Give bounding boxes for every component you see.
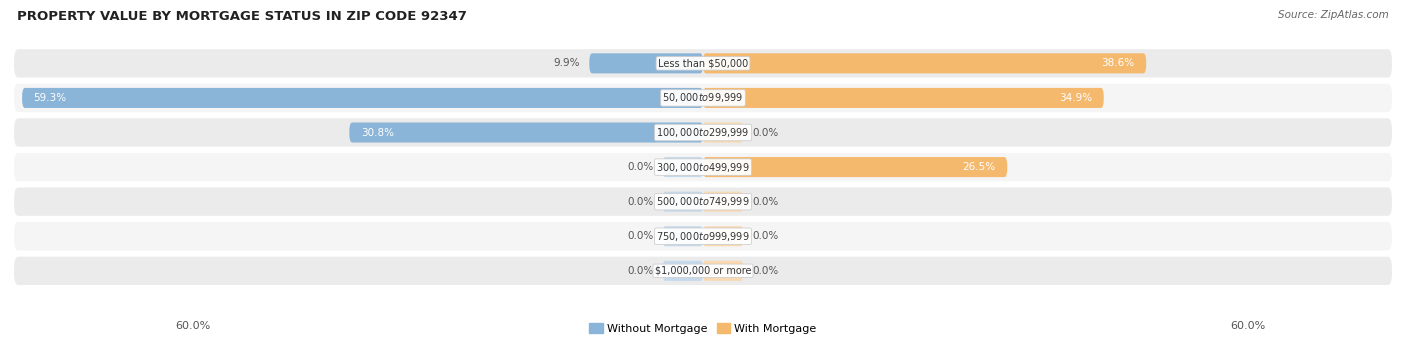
Text: 0.0%: 0.0%	[752, 266, 779, 276]
FancyBboxPatch shape	[14, 118, 1392, 147]
FancyBboxPatch shape	[662, 261, 703, 281]
Text: 0.0%: 0.0%	[627, 162, 654, 172]
FancyBboxPatch shape	[662, 192, 703, 212]
Text: 34.9%: 34.9%	[1059, 93, 1092, 103]
Text: 60.0%: 60.0%	[176, 321, 211, 331]
Legend: Without Mortgage, With Mortgage: Without Mortgage, With Mortgage	[585, 319, 821, 338]
FancyBboxPatch shape	[14, 188, 1392, 216]
Text: 60.0%: 60.0%	[1230, 321, 1265, 331]
FancyBboxPatch shape	[14, 49, 1392, 77]
FancyBboxPatch shape	[703, 53, 1146, 73]
Text: $50,000 to $99,999: $50,000 to $99,999	[662, 91, 744, 104]
FancyBboxPatch shape	[703, 122, 744, 143]
FancyBboxPatch shape	[703, 192, 744, 212]
Text: Source: ZipAtlas.com: Source: ZipAtlas.com	[1278, 10, 1389, 20]
Text: 9.9%: 9.9%	[554, 58, 581, 68]
Text: $1,000,000 or more: $1,000,000 or more	[655, 266, 751, 276]
Text: 0.0%: 0.0%	[752, 128, 779, 137]
Text: 30.8%: 30.8%	[361, 128, 394, 137]
Text: 26.5%: 26.5%	[963, 162, 995, 172]
Text: $300,000 to $499,999: $300,000 to $499,999	[657, 161, 749, 174]
FancyBboxPatch shape	[703, 157, 1007, 177]
FancyBboxPatch shape	[703, 226, 744, 246]
Text: Less than $50,000: Less than $50,000	[658, 58, 748, 68]
FancyBboxPatch shape	[14, 153, 1392, 181]
FancyBboxPatch shape	[662, 157, 703, 177]
FancyBboxPatch shape	[14, 257, 1392, 285]
FancyBboxPatch shape	[14, 222, 1392, 250]
Text: 59.3%: 59.3%	[34, 93, 66, 103]
FancyBboxPatch shape	[703, 261, 744, 281]
Text: $100,000 to $299,999: $100,000 to $299,999	[657, 126, 749, 139]
FancyBboxPatch shape	[349, 122, 703, 143]
Text: 0.0%: 0.0%	[752, 197, 779, 207]
Text: $500,000 to $749,999: $500,000 to $749,999	[657, 195, 749, 208]
FancyBboxPatch shape	[589, 53, 703, 73]
Text: 0.0%: 0.0%	[752, 231, 779, 241]
FancyBboxPatch shape	[703, 88, 1104, 108]
Text: 0.0%: 0.0%	[627, 231, 654, 241]
FancyBboxPatch shape	[22, 88, 703, 108]
Text: 0.0%: 0.0%	[627, 266, 654, 276]
Text: 38.6%: 38.6%	[1102, 58, 1135, 68]
Text: 0.0%: 0.0%	[627, 197, 654, 207]
FancyBboxPatch shape	[662, 226, 703, 246]
Text: PROPERTY VALUE BY MORTGAGE STATUS IN ZIP CODE 92347: PROPERTY VALUE BY MORTGAGE STATUS IN ZIP…	[17, 10, 467, 23]
Text: $750,000 to $999,999: $750,000 to $999,999	[657, 230, 749, 243]
FancyBboxPatch shape	[14, 84, 1392, 112]
